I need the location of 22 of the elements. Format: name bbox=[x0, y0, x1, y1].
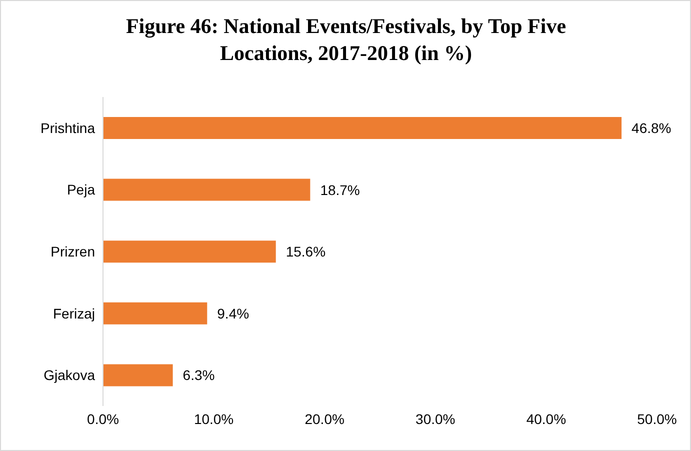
y-tick-label: Prizren bbox=[50, 243, 95, 260]
x-tick-label: 30.0% bbox=[416, 410, 456, 427]
data-label: 18.7% bbox=[320, 182, 360, 198]
bar bbox=[103, 240, 276, 263]
x-tick-label: 40.0% bbox=[526, 410, 566, 427]
data-label: 46.8% bbox=[632, 120, 672, 136]
x-tick-label: 0.0% bbox=[87, 410, 119, 427]
bar bbox=[103, 178, 310, 201]
y-tick-label: Ferizaj bbox=[52, 305, 95, 322]
y-tick-label: Peja bbox=[66, 182, 96, 198]
data-label: 6.3% bbox=[182, 367, 215, 384]
x-tick-label: 50.0% bbox=[637, 410, 677, 427]
bar bbox=[103, 117, 622, 139]
bar bbox=[103, 302, 208, 324]
data-label: 15.6% bbox=[286, 244, 326, 260]
chart-title: Figure 46: National Events/Festivals, by Top Five Locations, 2017-2018 (in %) bbox=[124, 13, 568, 67]
bar bbox=[103, 364, 173, 386]
y-tick-label: Prishtina bbox=[40, 120, 96, 136]
y-tick-label: Gjakova bbox=[44, 367, 96, 384]
data-label: 9.4% bbox=[217, 305, 250, 322]
x-tick-label: 20.0% bbox=[304, 410, 344, 427]
x-tick-label: 10.0% bbox=[194, 410, 234, 427]
